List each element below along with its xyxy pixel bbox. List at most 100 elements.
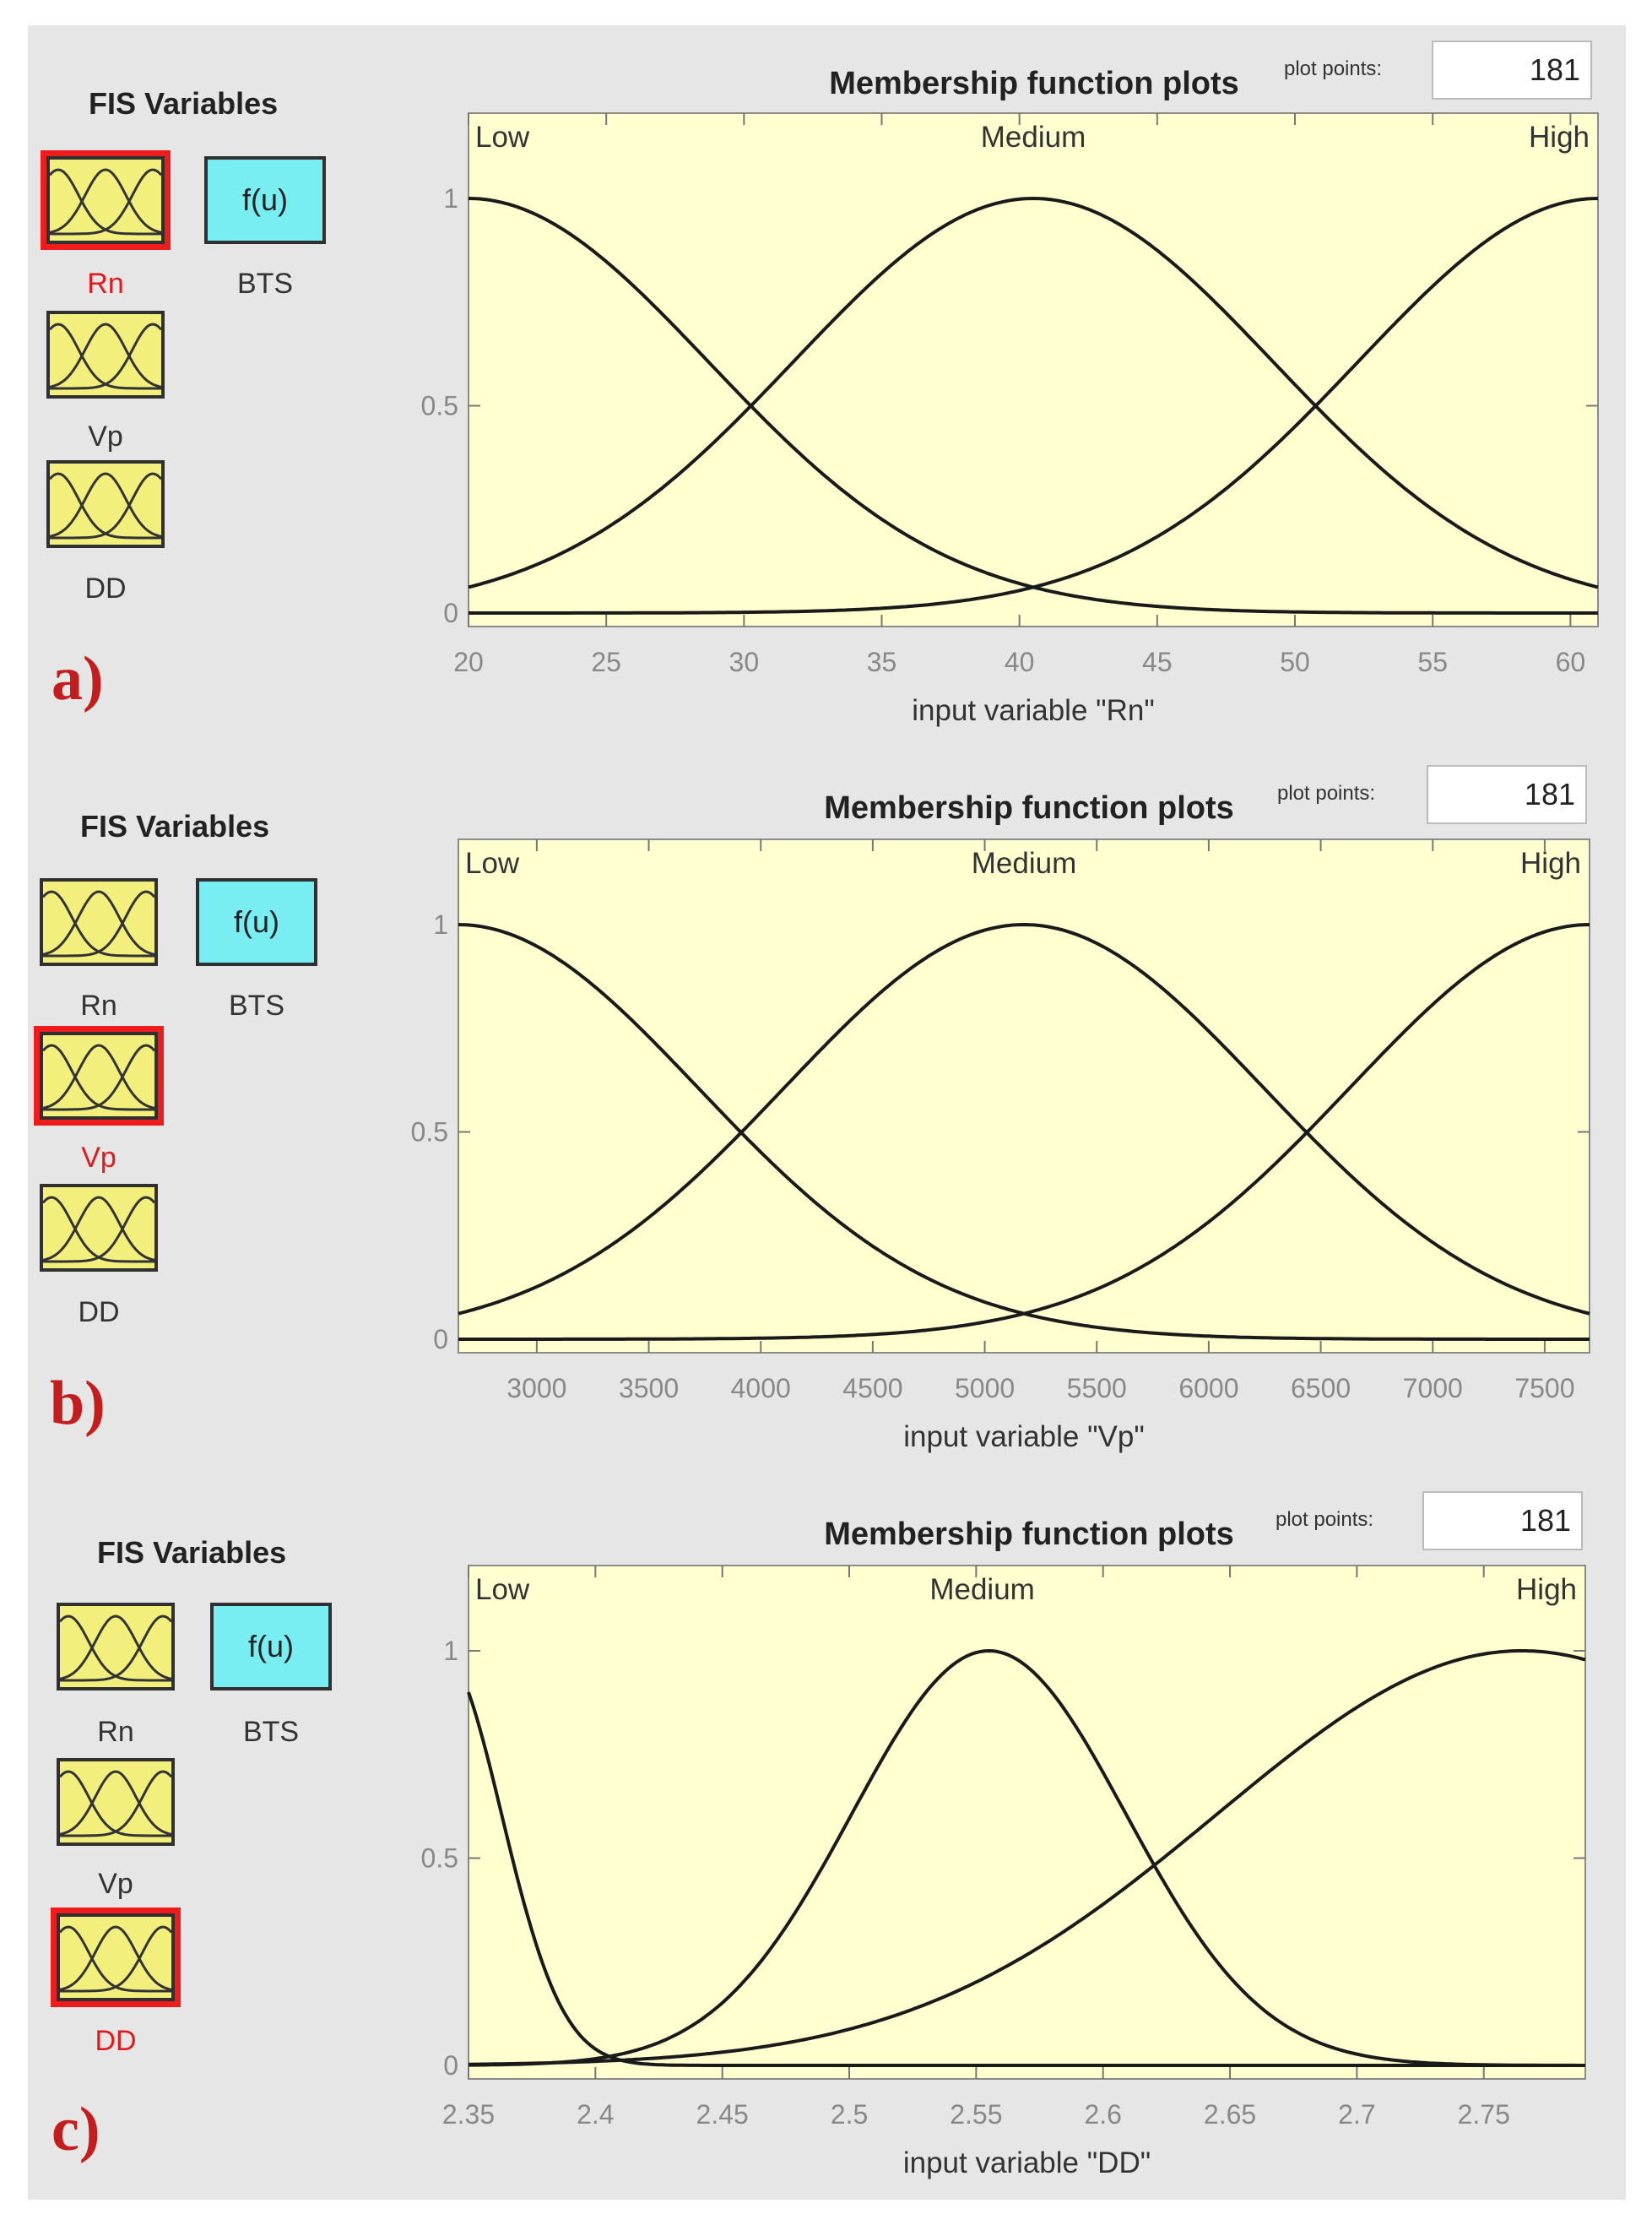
- mf-label-low: Low: [475, 1573, 530, 1606]
- panel-letter: c): [51, 2095, 100, 2164]
- x-tick-label: 2.5: [831, 2099, 868, 2130]
- var-label-bts: BTS: [228, 990, 285, 1022]
- x-tick-label: 2.65: [1204, 2099, 1256, 2130]
- var-label-dd: DD: [78, 1296, 120, 1328]
- gaussian-mf-graphic: [50, 323, 161, 390]
- y-tick-label: 0: [433, 1324, 448, 1354]
- var-box-rn[interactable]: [41, 150, 171, 250]
- panel-letter: a): [51, 644, 104, 714]
- gaussian-mf-graphic: [60, 1614, 171, 1682]
- var-label-bts: BTS: [236, 268, 294, 300]
- gaussian-mf-graphic: [43, 890, 154, 958]
- mf-label-high: High: [1520, 847, 1581, 880]
- x-tick-label: 50: [1280, 647, 1310, 677]
- panel-a: FIS Variables f(u) Rn BTS Vp DD a) Membe…: [28, 25, 1626, 752]
- x-axis-label: input variable "DD": [903, 2146, 1151, 2179]
- membership-plot[interactable]: 0 0.5 1 3000 3500 4000 4500 5000 5500 6000 6500 700…: [28, 752, 1626, 1478]
- gaussian-mf-graphic: [60, 1925, 171, 1993]
- plot-points-input[interactable]: 181: [1427, 765, 1587, 824]
- mf-curve-high: [469, 197, 1599, 615]
- mf-curve-high: [468, 1649, 1586, 2066]
- var-box-rn[interactable]: [40, 878, 158, 966]
- var-label-vp: Vp: [98, 1868, 133, 1900]
- x-tick-label: 5500: [1067, 1373, 1127, 1403]
- plot-area: [468, 1565, 1586, 2080]
- plot-title: Membership function plots: [824, 790, 1234, 826]
- membership-plot[interactable]: 0 0.5 1 20 25 30 35 40 45 50 55 60 input variable "R…: [28, 25, 1626, 752]
- plot-area: [468, 112, 1599, 627]
- var-box-dd[interactable]: [51, 1908, 181, 2007]
- mf-label-low: Low: [465, 847, 520, 880]
- x-tick-label: 7500: [1514, 1373, 1574, 1403]
- var-label-bts: BTS: [242, 1716, 300, 1748]
- x-tick-label: 7000: [1403, 1373, 1463, 1403]
- plot-title: Membership function plots: [824, 1517, 1234, 1552]
- x-tick-label: 4000: [731, 1373, 791, 1403]
- fis-variables-title: FIS Variables: [97, 1535, 287, 1570]
- x-tick-label: 3000: [506, 1373, 566, 1403]
- mf-curve-medium: [458, 922, 1590, 1316]
- gaussian-mf-graphic: [43, 1044, 154, 1111]
- plot-points-label: plot points:: [1277, 782, 1376, 805]
- mf-curve-high: [458, 923, 1590, 1341]
- var-box-dd[interactable]: [40, 1184, 158, 1272]
- gaussian-mf-graphic: [50, 472, 161, 540]
- var-label-vp: Vp: [81, 1142, 116, 1174]
- var-box-vp[interactable]: [57, 1758, 175, 1846]
- gaussian-mf-graphic: [43, 1196, 154, 1263]
- x-tick-label: 2.55: [950, 2099, 1002, 2130]
- plot-points-label: plot points:: [1284, 57, 1383, 80]
- plot-points-label: plot points:: [1276, 1508, 1374, 1531]
- mf-label-low: Low: [475, 121, 530, 154]
- plot-title: Membership function plots: [829, 66, 1239, 101]
- mf-curve-medium: [468, 196, 1599, 589]
- mf-label-medium: Medium: [929, 1573, 1034, 1606]
- y-tick-label: 0: [443, 598, 458, 628]
- output-box-bts[interactable]: f(u): [210, 1603, 332, 1690]
- panel-letter: b): [50, 1369, 106, 1438]
- x-tick-label: 25: [591, 647, 621, 677]
- x-tick-label: 2.35: [442, 2099, 495, 2130]
- x-tick-label: 2.75: [1458, 2099, 1510, 2130]
- gaussian-mf-graphic: [50, 168, 161, 236]
- var-label-vp: Vp: [88, 421, 123, 453]
- fis-variables-title: FIS Variables: [80, 809, 270, 844]
- x-tick-label: 20: [453, 647, 484, 677]
- x-tick-label: 30: [729, 647, 760, 677]
- y-tick-label: 1: [443, 183, 458, 214]
- output-box-bts[interactable]: f(u): [196, 878, 317, 966]
- plot-points-input[interactable]: 181: [1422, 1491, 1583, 1550]
- x-tick-label: 5000: [955, 1373, 1015, 1403]
- x-tick-label: 6500: [1291, 1373, 1351, 1403]
- var-label-rn: Rn: [87, 268, 124, 300]
- x-axis-label: input variable "Rn": [912, 694, 1155, 727]
- var-label-rn: Rn: [97, 1716, 134, 1748]
- mf-label-high: High: [1529, 121, 1590, 154]
- mf-label-medium: Medium: [981, 121, 1086, 154]
- x-axis-label: input variable "Vp": [903, 1420, 1145, 1453]
- mf-curve-low: [467, 1691, 1585, 2067]
- y-tick-label: 0.5: [411, 1117, 448, 1148]
- membership-plot[interactable]: 0 0.5 1 2.35 2.4 2.45 2.5 2.55 2.6 2.65 2.7 2.75 inp…: [28, 1478, 1626, 2204]
- output-box-bts[interactable]: f(u): [204, 156, 326, 244]
- x-tick-label: 2.6: [1084, 2099, 1121, 2130]
- y-tick-label: 0.5: [421, 391, 458, 421]
- x-tick-label: 6000: [1178, 1373, 1238, 1403]
- x-tick-label: 55: [1417, 647, 1448, 677]
- panel-b: FIS Variables f(u) Rn BTS Vp DD b) Membe…: [28, 752, 1626, 1478]
- var-label-dd: DD: [95, 2025, 137, 2057]
- var-box-vp[interactable]: [34, 1026, 164, 1126]
- var-box-vp[interactable]: [46, 311, 165, 399]
- plot-area: [458, 838, 1590, 1354]
- y-tick-label: 0.5: [421, 1843, 458, 1874]
- x-tick-label: 60: [1556, 647, 1586, 677]
- y-tick-label: 1: [443, 1636, 458, 1666]
- var-box-rn[interactable]: [57, 1603, 175, 1690]
- gaussian-mf-graphic: [60, 1770, 171, 1837]
- x-tick-label: 2.7: [1338, 2099, 1375, 2130]
- var-box-dd[interactable]: [46, 460, 165, 548]
- var-label-dd: DD: [84, 573, 127, 605]
- plot-points-input[interactable]: 181: [1432, 41, 1592, 100]
- y-tick-label: 0: [443, 2050, 458, 2081]
- mf-label-high: High: [1516, 1573, 1577, 1606]
